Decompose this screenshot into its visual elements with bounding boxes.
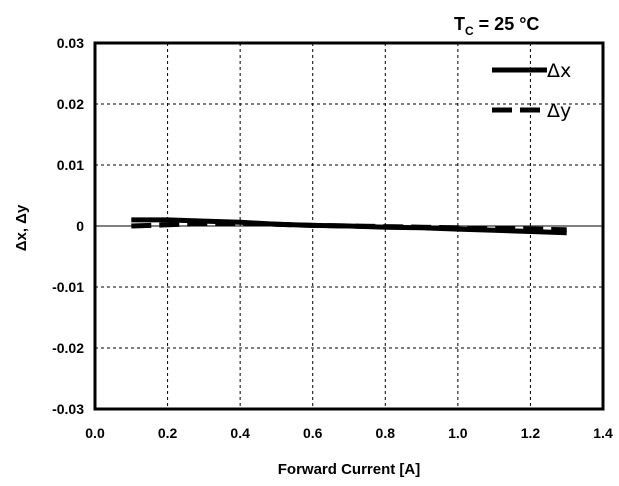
series-line-dy: [131, 220, 567, 233]
y-tick-labels: 0.03 0.02 0.01 0 -0.01 -0.02 -0.03: [52, 35, 84, 417]
condition-text: = 25 °C: [474, 14, 540, 34]
condition-subscript: C: [465, 24, 474, 38]
x-tick-label: 1.2: [521, 425, 541, 441]
series-layer: [131, 217, 567, 236]
condition-prefix: T: [454, 14, 465, 34]
legend: Δx Δy: [492, 60, 571, 122]
y-tick-label: 0.03: [57, 35, 84, 51]
x-tick-label: 0.4: [230, 425, 250, 441]
temperature-condition: TC = 25 °C: [454, 14, 539, 38]
y-tick-label: -0.02: [52, 340, 84, 356]
y-axis-label: Δx, Δy: [13, 204, 30, 251]
y-tick-label: -0.01: [52, 279, 84, 295]
x-tick-label: 0.6: [303, 425, 323, 441]
legend-label-dx: Δx: [547, 60, 571, 82]
x-tick-label: 1.4: [593, 425, 613, 441]
y-tick-label: 0.02: [57, 96, 84, 112]
legend-label-dy: Δy: [547, 100, 571, 122]
plot-frame: [93, 41, 605, 411]
x-tick-labels: 0.0 0.2 0.4 0.6 0.8 1.0 1.2 1.4: [85, 425, 613, 441]
y-tick-label: 0.01: [57, 157, 84, 173]
x-tick-label: 0.0: [85, 425, 105, 441]
x-axis-label: Forward Current [A]: [278, 461, 421, 478]
y-tick-label: 0: [76, 218, 84, 234]
y-tick-label: -0.03: [52, 401, 84, 417]
x-tick-label: 1.0: [448, 425, 468, 441]
x-tick-label: 0.8: [376, 425, 396, 441]
x-tick-label: 0.2: [158, 425, 178, 441]
